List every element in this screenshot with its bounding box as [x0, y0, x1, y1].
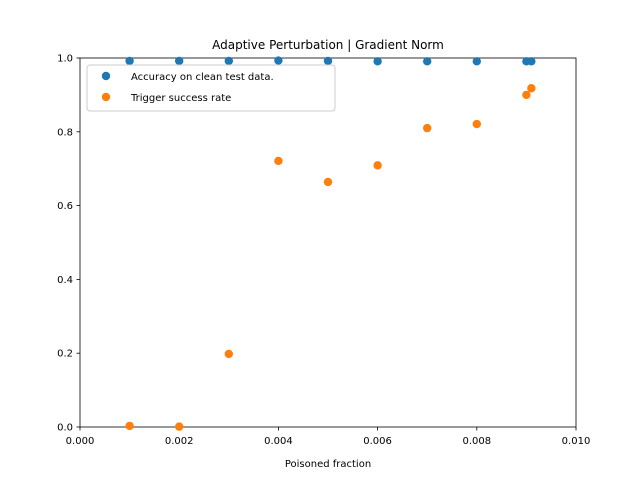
x-axis-label: Poisoned fraction: [285, 459, 371, 470]
series-1-point: [224, 349, 233, 359]
y-tick-label: 0.4: [57, 275, 73, 286]
series-1-point: [423, 123, 432, 133]
series-layer: [125, 56, 536, 431]
legend-marker: [101, 92, 111, 102]
series-1-point: [522, 90, 531, 100]
series-1-point: [527, 84, 536, 93]
x-tick-label: 0.006: [363, 436, 392, 447]
chart-title: Adaptive Perturbation | Gradient Norm: [212, 38, 444, 52]
legend-label: Accuracy on clean test data.: [131, 72, 274, 83]
series-1-point: [373, 161, 382, 170]
legend-marker: [101, 71, 111, 81]
y-tick-label: 0.0: [57, 423, 73, 434]
x-tick-label: 0.004: [264, 436, 293, 447]
series-0-point: [274, 56, 283, 65]
series-1-point: [125, 421, 134, 431]
y-tick-label: 1.0: [57, 54, 73, 65]
series-0-point: [224, 56, 233, 66]
series-1-point: [274, 156, 283, 166]
series-0-point: [423, 57, 432, 66]
y-axis: 0.0 0.2 0.4 0.6 0.8 1.0: [57, 54, 80, 434]
legend-box: [86, 64, 336, 112]
series-0-point: [175, 56, 184, 66]
series-0-point: [527, 57, 536, 66]
series-1-point: [323, 177, 333, 187]
series-0-point: [373, 57, 382, 66]
legend-label: Trigger success rate: [130, 93, 231, 104]
series-0-point: [323, 56, 333, 66]
x-tick-label: 0.010: [562, 436, 591, 447]
series-0-point: [472, 57, 481, 66]
x-tick-label: 0.008: [462, 436, 491, 447]
legend: Accuracy on clean test data. Trigger succ…: [86, 64, 336, 112]
y-tick-label: 0.8: [57, 127, 73, 138]
series-1-point: [175, 422, 184, 431]
series-0-point: [125, 56, 134, 66]
x-axis: 0.000 0.002 0.004 0.006 0.008 0.010: [66, 427, 591, 447]
y-tick-label: 0.6: [57, 201, 73, 212]
y-tick-label: 0.2: [57, 349, 73, 360]
x-tick-label: 0.002: [165, 436, 194, 447]
series-1-point: [472, 119, 481, 129]
x-tick-label: 0.000: [66, 436, 95, 447]
